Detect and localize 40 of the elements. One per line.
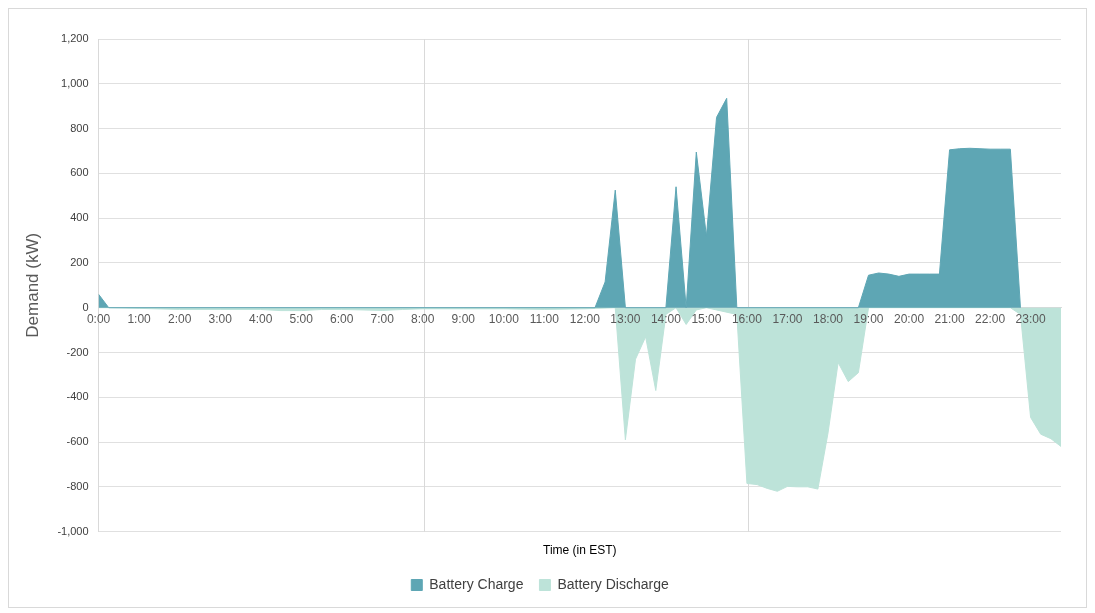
x-tick-label: 10:00 (488, 312, 520, 326)
x-tick-label: 21:00 (934, 312, 965, 326)
x-tick-label: 16:00 (731, 312, 763, 326)
x-tick-label: 18:00 (812, 312, 844, 326)
y-tick-label: 1,000 (61, 76, 89, 89)
y-tick-label: 400 (70, 211, 89, 224)
y-tick-label: 200 (70, 255, 89, 268)
x-tick-label: 2:00 (167, 312, 192, 326)
x-tick-label: 17:00 (772, 312, 803, 326)
x-tick-label: 20:00 (894, 312, 925, 326)
x-tick-label: 3:00 (208, 312, 233, 326)
x-tick-label: 11:00 (529, 312, 560, 326)
y-tick-label: 800 (70, 121, 89, 134)
x-tick-label: 22:00 (975, 312, 1006, 326)
x-tick-label: 0:00 (86, 312, 111, 326)
x-tick-label: 19:00 (853, 312, 884, 326)
y-tick-label: -200 (66, 345, 89, 358)
legend-label: Battery Charge (429, 575, 524, 592)
y-tick-label: 0 (82, 300, 89, 313)
x-axis-title: Time (in EST) (543, 543, 617, 558)
y-tick-label: 600 (70, 166, 89, 179)
x-tick-label: 5:00 (289, 312, 314, 326)
x-tick-label: 12:00 (569, 312, 601, 326)
x-tick-label: 14:00 (650, 312, 682, 326)
legend-label: Battery Discharge (557, 575, 669, 592)
x-tick-label: 6:00 (330, 312, 354, 326)
y-tick-label: 1,200 (61, 32, 89, 45)
y-tick-label: -800 (66, 479, 89, 492)
y-tick-label: -1,000 (57, 524, 89, 537)
x-tick-label: 13:00 (610, 312, 641, 326)
x-tick-label: 1:00 (127, 312, 152, 326)
y-tick-label: -400 (66, 390, 89, 403)
x-tick-label: 7:00 (370, 312, 395, 326)
x-tick-label: 15:00 (691, 312, 722, 326)
y-axis-title: Demand (kW) (22, 232, 42, 338)
x-tick-label: 9:00 (451, 312, 476, 326)
x-tick-label: 8:00 (411, 312, 435, 326)
x-tick-label: 4:00 (249, 312, 273, 326)
x-tick-label: 23:00 (1015, 312, 1046, 326)
y-tick-label: -600 (66, 435, 89, 448)
